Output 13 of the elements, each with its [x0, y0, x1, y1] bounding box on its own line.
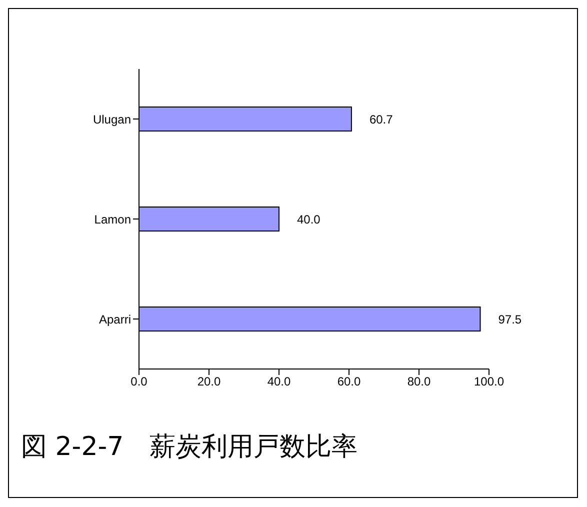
x-tick-label: 20.0	[197, 374, 221, 389]
x-tick-label: 40.0	[267, 374, 291, 389]
y-tick-label: Lamon	[94, 212, 131, 226]
x-tick-label: 80.0	[407, 374, 431, 389]
data-label: 60.7	[369, 112, 394, 126]
x-tick-label: 60.0	[337, 374, 361, 389]
data-label: 40.0	[297, 212, 321, 226]
data-label: 97.5	[498, 312, 522, 326]
y-tick-label: Ulugan	[92, 112, 131, 126]
text: 図 2-2-7 薪炭利用戸数比率	[21, 431, 358, 464]
x-tick-label: 0.0	[130, 374, 148, 389]
y-tick-label: Aparri	[98, 312, 131, 326]
x-tick-label: 100.0	[474, 374, 504, 389]
